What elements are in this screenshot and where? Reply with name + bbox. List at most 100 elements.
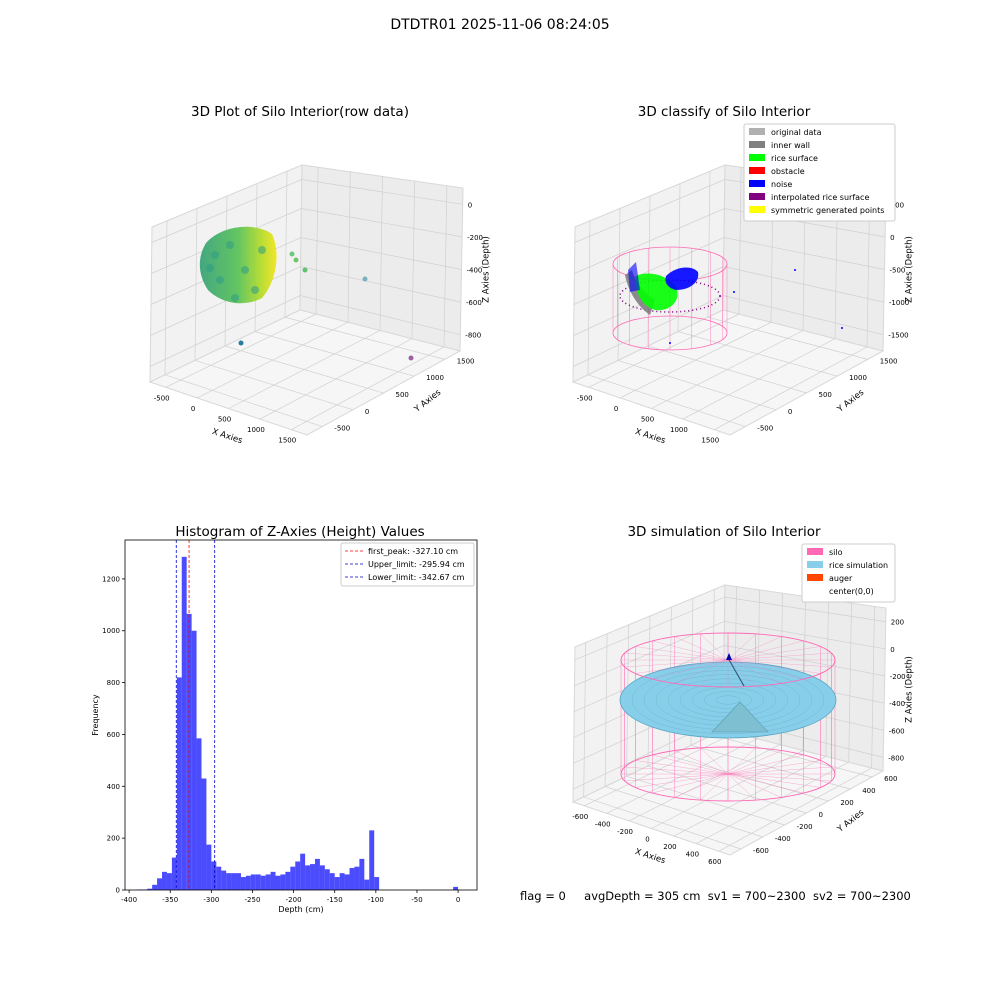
y-tick-label: 1200 [102, 575, 120, 583]
z-tick-label: -1000 [889, 299, 909, 307]
legend-label: Lower_limit: -342.67 cm [368, 573, 465, 582]
z-tick-label: -200 [890, 673, 906, 681]
z-tick-label: -200 [467, 234, 483, 242]
y-tick-label: 200 [840, 799, 853, 807]
grid-x [714, 185, 871, 431]
silo-floor-spoke [727, 773, 782, 798]
legend-swatch [749, 193, 765, 200]
legend-label: Upper_limit: -295.94 cm [368, 560, 465, 569]
histogram-bar [166, 873, 172, 890]
plot-frame [124, 539, 478, 891]
z-axis-label: Z Axies (Depth) [905, 236, 915, 303]
x-axis-label: X Axies [211, 427, 244, 446]
panel-histogram: -400 -350 -300 -250 -200 -150 -100 -50 0 0 200 400 6… [91, 539, 478, 914]
histogram-bar [265, 874, 271, 890]
grid-z [150, 295, 461, 367]
raw-point [241, 266, 249, 274]
legend-swatch [749, 167, 765, 174]
z-tick-label: -1500 [888, 332, 908, 340]
legend-label: auger [829, 574, 853, 583]
legend-swatch [807, 548, 823, 555]
legend-label: obstacle [771, 167, 805, 176]
y-axis-label: Frequency [91, 694, 100, 736]
silo-roof-spoke [652, 640, 729, 661]
histogram-bar [245, 875, 251, 890]
z-tick-label: -600 [466, 299, 482, 307]
z-axis-label: Z Axies (Depth) [482, 236, 492, 303]
silo-floor-spoke [727, 773, 756, 801]
z-tick-label: -600 [889, 727, 905, 735]
legend-swatch [807, 561, 823, 568]
histogram-bar [236, 873, 241, 890]
grid-x [588, 167, 742, 388]
silo-roof-spoke [635, 659, 729, 674]
silo-roof-spoke [727, 659, 756, 687]
grid-x [718, 606, 875, 852]
silo-roof-spoke [727, 652, 832, 661]
grid-x [259, 181, 416, 420]
silo-floor-spoke [652, 773, 729, 794]
histogram-bar [240, 877, 246, 890]
x-tick-label: -300 [203, 896, 219, 904]
histogram-bar [369, 830, 375, 890]
grid-y [194, 208, 354, 411]
auger-shaft [727, 657, 745, 687]
silo-floor-spoke [727, 760, 821, 775]
y-axis-label: Y Axies [835, 387, 867, 415]
histogram-bar [354, 866, 360, 890]
silo-floor-spoke [727, 766, 832, 775]
grid-x [228, 176, 383, 409]
grid-x [165, 167, 319, 388]
raw-point [231, 294, 239, 302]
x-tick-label: 200 [663, 843, 676, 851]
histogram-bar [285, 871, 291, 890]
grid-y [284, 171, 445, 360]
legend-swatch [749, 206, 765, 213]
y-tick-label: 500 [819, 391, 832, 399]
histogram-bar [364, 879, 370, 890]
z-tick-label: 0 [468, 201, 472, 209]
grid-y [647, 615, 807, 814]
x-tick-label: 600 [708, 858, 721, 866]
noise-edge-points [628, 262, 640, 292]
grid-y [626, 624, 785, 826]
legend-label: silo [829, 548, 843, 557]
histogram-bar [147, 888, 153, 890]
x-tick-label: -400 [121, 896, 137, 904]
grid-y [690, 598, 851, 790]
histogram-bar [275, 875, 281, 890]
grid-x [682, 181, 839, 420]
z-axis-label: Z Axies (Depth) [905, 656, 915, 723]
histogram-bar [300, 853, 306, 890]
x-tick-label: -100 [368, 896, 384, 904]
outlier-point [289, 251, 295, 257]
raw-point [216, 276, 224, 284]
outlier-point [293, 257, 299, 263]
outlier-point [408, 355, 414, 361]
grid-z [151, 179, 463, 243]
histogram-bar [349, 867, 355, 890]
pane-floor [148, 309, 462, 436]
grid-z [573, 266, 884, 336]
histogram-bar [157, 878, 163, 890]
legend-label: interpolated rice surface [771, 193, 869, 202]
pane-floor [571, 309, 885, 436]
legend-label: center(0,0) [829, 587, 874, 596]
silo-roof-spoke [727, 659, 782, 684]
grid-y [583, 642, 742, 850]
z-tick-label: -400 [889, 700, 905, 708]
raw-point [226, 241, 234, 249]
silo-floor-spoke [727, 773, 832, 782]
histogram-bar [374, 877, 380, 890]
scatter-outlier [733, 291, 735, 293]
silo-roof-spoke [727, 646, 821, 661]
status-sv2: sv2 = 700~2300 [812, 889, 911, 903]
y-tick-label: 0 [788, 408, 792, 416]
histogram-bar [216, 866, 222, 890]
y-tick-label: -500 [334, 425, 350, 433]
histogram-bar [324, 869, 330, 890]
x-tick-label: 0 [191, 405, 195, 413]
silo-floor-spoke [635, 760, 729, 775]
x-tick-label: -50 [411, 896, 422, 904]
x-axis-label: Depth (cm) [278, 905, 323, 914]
